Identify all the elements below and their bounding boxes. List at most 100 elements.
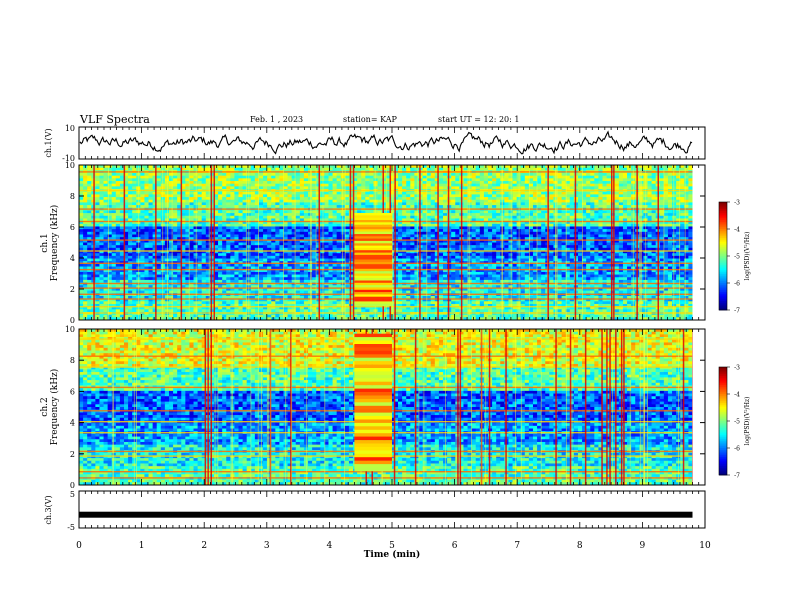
spectrogram-cell <box>627 176 631 179</box>
spectrogram-cell <box>206 178 210 181</box>
spectrogram-cell <box>623 200 627 203</box>
spectrogram-cell <box>275 192 279 195</box>
spectrogram-cell <box>132 178 136 181</box>
spectrogram-cell <box>320 186 324 189</box>
spectrogram-cell <box>116 202 120 205</box>
spectrogram-cell <box>447 194 451 197</box>
spectrogram-cell <box>128 194 132 197</box>
spectrogram-cell <box>672 184 676 187</box>
spectrogram-cell <box>688 173 692 176</box>
spectrogram-cell <box>676 202 680 205</box>
spectrogram-cell <box>504 181 508 184</box>
spectrogram-cell <box>418 178 422 181</box>
spectrogram-cell <box>226 176 230 179</box>
spectrogram-cell <box>144 200 148 203</box>
spectrogram-cell <box>513 202 517 205</box>
spectrogram-cell <box>541 194 545 197</box>
spectrogram-cell <box>189 197 193 200</box>
spectrogram-cell <box>230 178 234 181</box>
spectrogram-cell <box>144 178 148 181</box>
spectrogram-cell <box>320 197 324 200</box>
spectrogram-cell <box>627 202 631 205</box>
figure-title: VLF Spectra <box>79 113 150 126</box>
spectrogram-cell <box>206 192 210 195</box>
spectrogram-cell <box>128 186 132 189</box>
spectrogram-cell <box>480 173 484 176</box>
spectrogram-cell <box>361 200 365 203</box>
spectrogram-cell <box>562 194 566 197</box>
spectrogram-cell <box>525 181 529 184</box>
spectrogram-cell <box>414 192 418 195</box>
spectrogram-cell <box>598 176 602 179</box>
spectrogram-cell <box>202 173 206 176</box>
spectrogram-cell <box>504 194 508 197</box>
spectrogram-cell <box>562 202 566 205</box>
spectrogram-cell <box>316 202 320 205</box>
spectrogram-cell <box>361 194 365 197</box>
spectrogram-cell <box>320 178 324 181</box>
spectrogram-cell <box>492 178 496 181</box>
spectrogram-cell <box>427 184 431 187</box>
spectrogram-cell <box>222 173 226 176</box>
spectrogram-cell <box>398 168 402 171</box>
spectrogram-cell <box>194 200 198 203</box>
spectrogram-cell <box>83 184 87 187</box>
spectrogram-cell <box>132 197 136 200</box>
spectrogram-cell <box>455 192 459 195</box>
spectrogram-cell <box>259 200 263 203</box>
spectrogram-cell <box>525 186 529 189</box>
spectrogram-cell <box>83 205 87 208</box>
spectrogram-cell <box>99 173 103 176</box>
spectrogram-cell <box>402 178 406 181</box>
spectrogram-cell <box>361 178 365 181</box>
spectrogram-cell <box>418 176 422 179</box>
spectrogram-cell <box>132 186 136 189</box>
spectrogram-cell <box>688 202 692 205</box>
spectrogram-cell <box>423 184 427 187</box>
spectrogram-cell <box>230 184 234 187</box>
spectrogram-cell <box>300 186 304 189</box>
spectrogram-cell <box>521 178 525 181</box>
spectrogram-cell <box>263 192 267 195</box>
spectrogram-cell <box>427 197 431 200</box>
spectrogram-cell <box>594 184 598 187</box>
spectrogram-cell <box>521 192 525 195</box>
spectrogram-cell <box>218 205 222 208</box>
spectrogram-cell <box>476 197 480 200</box>
spectrogram-cell <box>590 200 594 203</box>
spectrogram-cell <box>562 197 566 200</box>
spectrogram-cell <box>562 192 566 195</box>
spectrogram-cell <box>549 173 553 176</box>
spectrogram-cell <box>271 205 275 208</box>
spectrogram-cell <box>558 202 562 205</box>
spectrogram-cell <box>357 176 361 179</box>
spectrogram-cell <box>189 200 193 203</box>
spectrogram-cell <box>439 173 443 176</box>
spectrogram-cell <box>525 173 529 176</box>
spectrogram-cell <box>423 194 427 197</box>
spectrogram-cell <box>496 178 500 181</box>
spectrogram-cell <box>603 192 607 195</box>
spectrogram-cell <box>218 200 222 203</box>
spectrogram-cell <box>149 176 153 179</box>
spectrogram-cell <box>337 184 341 187</box>
spectrogram-cell <box>476 186 480 189</box>
spectrogram-cell <box>558 176 562 179</box>
spectrogram-cell <box>668 205 672 208</box>
spectrogram-cell <box>263 181 267 184</box>
spectrogram-cell <box>578 181 582 184</box>
spectrogram-cell <box>378 184 382 187</box>
spectrogram-cell <box>537 194 541 197</box>
spectrogram-cell <box>206 200 210 203</box>
spectrogram-cell <box>472 197 476 200</box>
spectrogram-cell <box>406 184 410 187</box>
spectrogram-cell <box>226 192 230 195</box>
spectrogram-cell <box>578 200 582 203</box>
spectrogram-cell <box>283 197 287 200</box>
spectrogram-cell <box>275 194 279 197</box>
spectrogram-cell <box>218 194 222 197</box>
spectrogram-cell <box>455 168 459 171</box>
spectrogram-cell <box>369 192 373 195</box>
spectrogram-cell <box>484 194 488 197</box>
spectrogram-cell <box>300 184 304 187</box>
